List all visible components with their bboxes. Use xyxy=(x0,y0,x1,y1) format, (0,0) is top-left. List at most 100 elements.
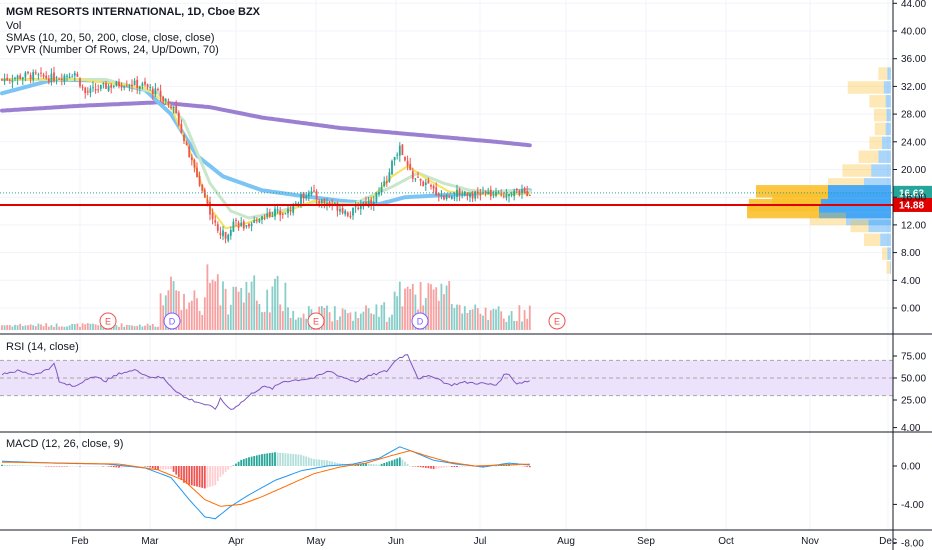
macd-histogram-bar xyxy=(362,463,365,466)
macd-histogram-bar xyxy=(518,465,521,467)
volume-bar xyxy=(63,326,66,330)
rsi-tick-label: 25.00 xyxy=(901,396,926,407)
candle-body xyxy=(448,196,451,198)
volume-bar xyxy=(183,293,185,330)
candle-body xyxy=(235,219,237,221)
volume-bar xyxy=(430,284,432,330)
macd-histogram-bar xyxy=(107,466,110,467)
indicator-vol[interactable]: Vol xyxy=(6,20,22,32)
volume-profile-down xyxy=(869,136,882,150)
candle-body xyxy=(214,220,217,223)
candle-body xyxy=(8,79,11,81)
macd-histogram-bar xyxy=(424,466,427,468)
macd-histogram-bar xyxy=(528,466,531,468)
macd-histogram-bar xyxy=(281,453,284,466)
candle-body xyxy=(453,197,456,199)
event-marker xyxy=(411,312,429,330)
macd-histogram-bar xyxy=(211,466,214,486)
macd-label[interactable]: MACD (12, 26, close, 9) xyxy=(6,438,124,450)
volume-bar xyxy=(6,325,9,330)
macd-histogram-bar xyxy=(118,466,120,468)
volume-bar xyxy=(401,306,404,330)
volume-bar xyxy=(300,317,302,330)
volume-bar xyxy=(302,313,305,330)
volume-bar xyxy=(16,325,19,330)
macd-histogram-bar xyxy=(513,464,516,466)
volume-bar xyxy=(170,276,172,330)
indicator-vpvr[interactable]: VPVR (Number Of Rows, 24, Up/Down, 70) xyxy=(6,44,219,56)
macd-histogram-bar xyxy=(331,461,334,466)
candle-body xyxy=(495,191,497,196)
volume-bar xyxy=(255,300,258,330)
macd-histogram-bar xyxy=(201,466,204,488)
macd-histogram-bar xyxy=(92,466,94,467)
candle-body xyxy=(440,195,443,197)
volume-bar xyxy=(196,298,198,330)
macd-histogram-bar xyxy=(365,463,367,466)
candle-body xyxy=(60,78,63,80)
volume-bar xyxy=(385,321,388,330)
volume-bar xyxy=(419,282,422,330)
volume-bar xyxy=(466,313,469,330)
macd-histogram-bar xyxy=(198,466,201,488)
candle-body xyxy=(344,210,347,215)
macd-histogram-bar xyxy=(40,465,42,467)
macd-histogram-bar xyxy=(66,466,68,467)
volume-bar xyxy=(448,280,451,330)
volume-bar xyxy=(73,324,76,330)
volume-bar xyxy=(224,288,227,330)
volume-bar xyxy=(177,291,180,330)
candle-body xyxy=(300,194,302,204)
volume-bar xyxy=(232,286,235,330)
macd-histogram-bar xyxy=(79,466,81,467)
macd-histogram-bar xyxy=(398,457,401,466)
macd-histogram-bar xyxy=(89,466,92,467)
macd-histogram-bar xyxy=(461,466,464,467)
volume-bar xyxy=(492,308,495,330)
candle-body xyxy=(471,193,474,199)
candle-body xyxy=(27,71,29,74)
volume-bar xyxy=(489,310,492,330)
candle-body xyxy=(352,207,354,216)
candle-body xyxy=(172,106,175,109)
macd-histogram-bar xyxy=(84,466,87,467)
candle-body xyxy=(445,194,448,200)
month-label: May xyxy=(307,536,326,547)
macd-histogram-bar xyxy=(430,466,432,469)
macd-histogram-bar xyxy=(383,463,386,466)
candle-body xyxy=(268,211,271,217)
volume-bar xyxy=(331,321,334,330)
candle-body xyxy=(336,203,339,211)
month-label: Jun xyxy=(388,536,404,547)
candle-body xyxy=(367,200,370,207)
volume-bar xyxy=(497,306,500,330)
volume-bar xyxy=(45,323,48,330)
candlesticks[interactable] xyxy=(1,66,531,244)
macd-histogram-bar xyxy=(466,466,469,467)
indicator-smas[interactable]: SMAs (10, 20, 50, 200, close, close, clo… xyxy=(6,32,215,44)
candle-body xyxy=(417,176,419,178)
volume-bar xyxy=(276,275,279,330)
macd-histogram-bar xyxy=(229,466,232,468)
volume-bar xyxy=(60,326,63,330)
macd-histogram-bar xyxy=(94,466,97,467)
volume-profile-up xyxy=(885,95,891,108)
macd-histogram-bar xyxy=(123,466,126,468)
volume-bar xyxy=(206,264,209,330)
macd-histogram-bar xyxy=(326,460,328,466)
volume-bar xyxy=(84,324,87,330)
volume-profile-down xyxy=(874,122,886,136)
volume-profile-down xyxy=(850,219,869,233)
volume-bar xyxy=(450,304,453,330)
candle-body xyxy=(320,199,323,203)
volume-bar xyxy=(523,310,526,330)
chart-title: MGM RESORTS INTERNATIONAL, 1D, Cboe BZX xyxy=(6,6,261,18)
candle-body xyxy=(177,112,180,125)
macd-histogram-bar xyxy=(432,466,435,470)
macd-histogram-bar xyxy=(110,466,113,467)
rsi-label[interactable]: RSI (14, close) xyxy=(6,341,79,353)
candle-body xyxy=(292,204,295,213)
candle-body xyxy=(248,224,250,227)
